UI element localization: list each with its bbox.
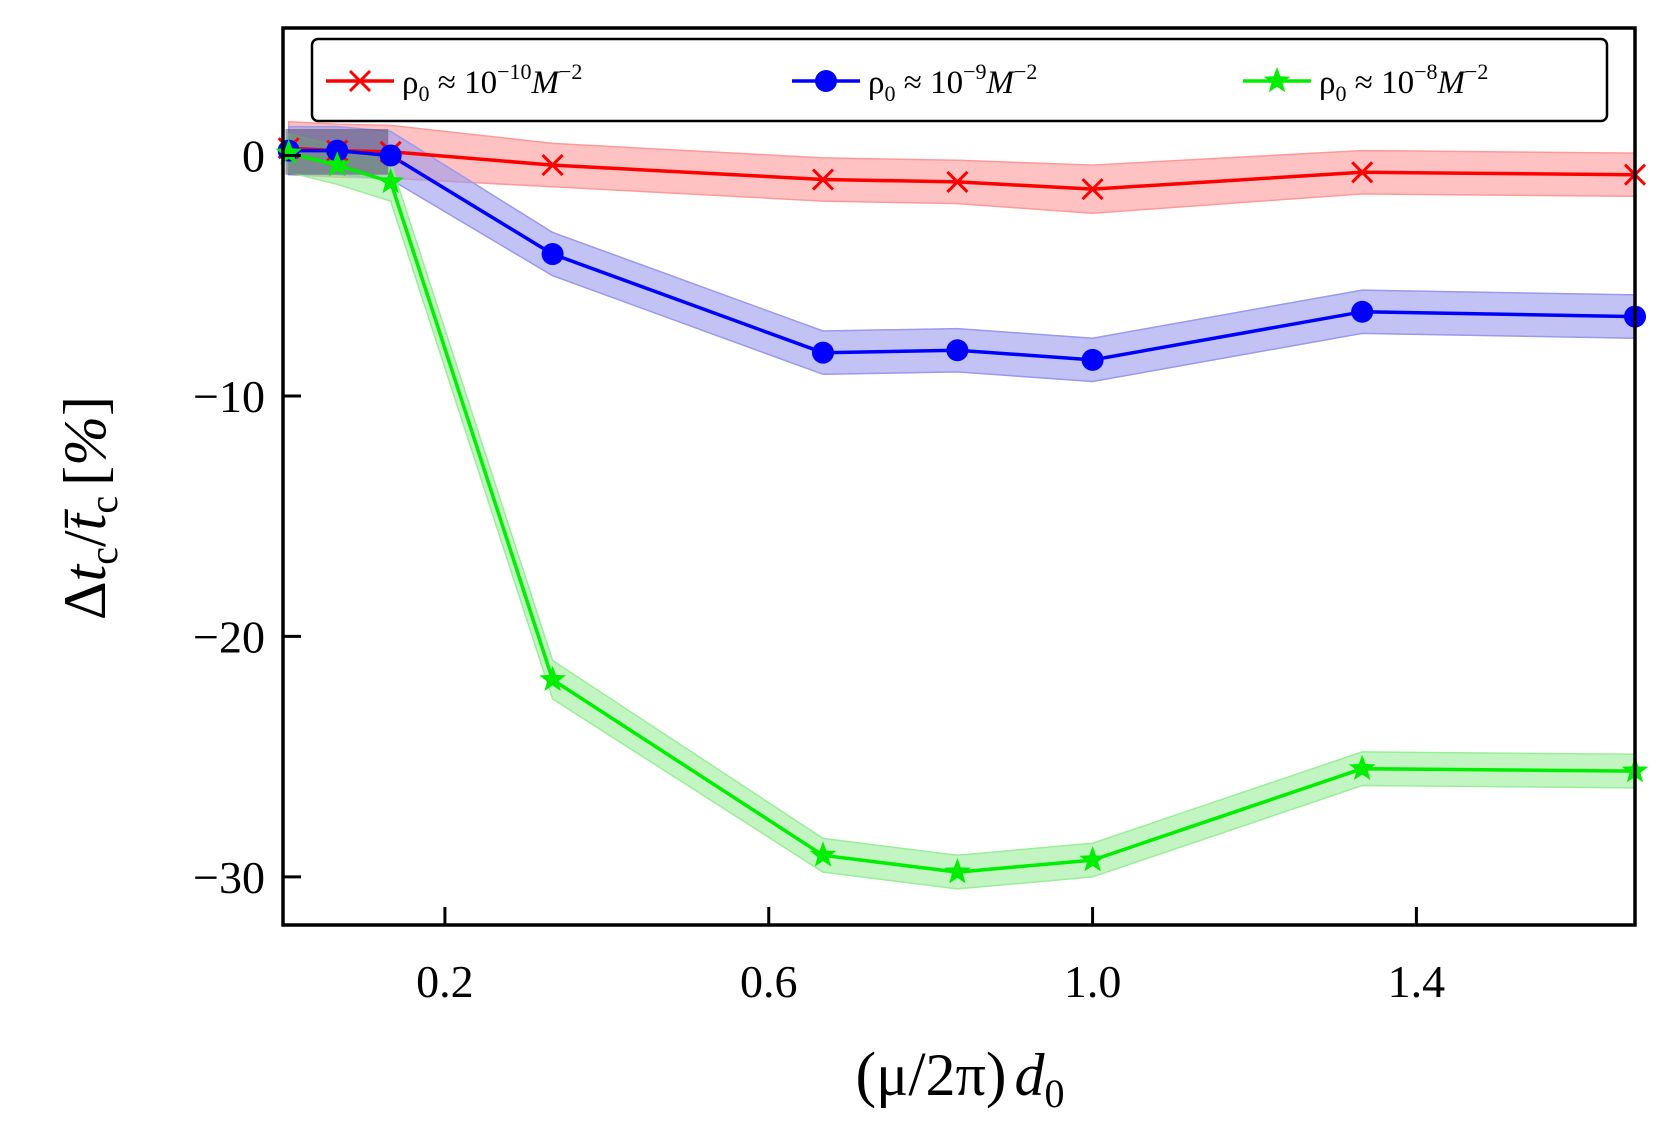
point-series-3-0: [275, 139, 302, 165]
point-series-1-4: [811, 168, 835, 191]
point-series-1-5: [946, 170, 969, 193]
x-tick-label: 0.6: [740, 956, 798, 1007]
point-series-3-1: [323, 151, 351, 177]
legend-marker: [815, 70, 837, 92]
y-axis-label: Δtc/t̄c[%]: [52, 396, 126, 620]
point-series-2-3: [541, 243, 564, 266]
y-tick-label: −10: [193, 371, 265, 422]
x-tick-label: 1.0: [1064, 956, 1122, 1007]
legend-label: ρ0 ≈ 10−10M−2: [402, 59, 582, 106]
point-series-3-4: [809, 841, 837, 867]
point-series-3-7: [1348, 754, 1376, 780]
point-series-1-6: [1081, 178, 1104, 201]
legend-entry-2: ρ0 ≈ 10−9M−2: [792, 59, 1037, 106]
point-series-1-3: [541, 154, 564, 177]
legend-label: ρ0 ≈ 10−9M−2: [868, 59, 1037, 106]
point-series-1-7: [1351, 161, 1374, 184]
y-tick-label: 0: [242, 130, 265, 181]
series-markers: [275, 137, 1649, 884]
point-series-2-5: [946, 339, 969, 362]
x-tick-label: 0.2: [416, 956, 474, 1007]
point-series-3-6: [1079, 846, 1106, 872]
x-axis-label: (μ/2π) d0: [855, 1041, 1064, 1116]
confidence-bands: [285, 121, 1635, 890]
legend-entry-1: ρ0 ≈ 10−10M−2: [326, 59, 582, 106]
point-series-2-7: [1351, 300, 1374, 323]
legend-label: ρ0 ≈ 10−8M−2: [1319, 59, 1488, 106]
plot-frame: [281, 26, 1637, 927]
legend-entry-3: ρ0 ≈ 10−8M−2: [1243, 59, 1488, 106]
legend-marker: [348, 69, 372, 93]
band-series-3: [287, 132, 1635, 890]
point-series-3-5: [944, 858, 971, 884]
legend: ρ0 ≈ 10−10M−2 ρ0 ≈ 10−9M−2 ρ0 ≈ 10−8M−2: [310, 37, 1609, 123]
point-series-2-6: [1081, 348, 1104, 371]
legend-frame: [310, 37, 1609, 123]
y-tick-label: −30: [193, 852, 265, 903]
point-series-3-2: [377, 167, 404, 194]
point-series-2-2: [379, 144, 402, 167]
point-series-2-4: [811, 341, 834, 364]
legend-marker: [1263, 67, 1291, 93]
point-series-3-3: [539, 665, 566, 691]
x-tick-label: 1.4: [1388, 956, 1446, 1007]
point-series-2-1: [326, 139, 349, 162]
x-axis-ticks: 0.2 0.6 1.0 1.4: [416, 907, 1445, 1007]
y-tick-label: −20: [193, 611, 265, 662]
y-axis-ticks: 0 −10 −20 −30: [193, 130, 301, 903]
